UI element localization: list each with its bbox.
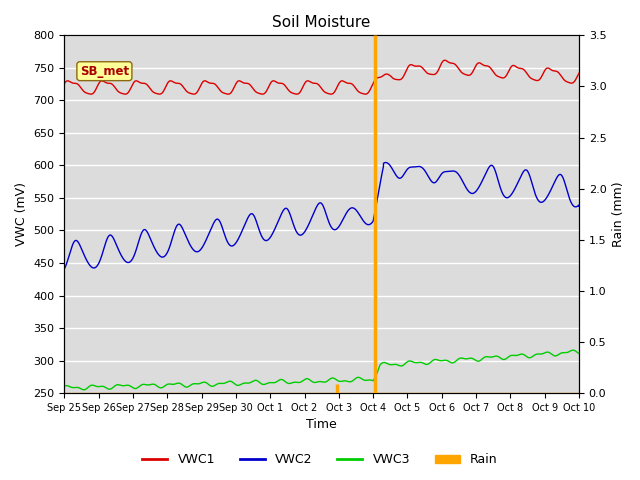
VWC1 [510,62,518,68]
VWC1 [565,80,573,85]
Y-axis label: VWC (mV): VWC (mV) [15,182,28,246]
VWC1 [258,91,266,97]
X-axis label: Time: Time [307,419,337,432]
VWC3 [120,383,127,389]
VWC1 [575,71,583,76]
VWC3 [258,381,266,387]
VWC3 [510,352,518,358]
Y-axis label: Rain (mm): Rain (mm) [612,181,625,247]
VWC2 [510,188,518,194]
VWC2 [382,160,390,166]
VWC1 [441,57,449,63]
VWC1 [87,91,95,97]
VWC2 [565,194,573,200]
VWC3 [569,347,577,353]
VWC2 [61,266,68,272]
Line: VWC1: VWC1 [65,60,579,94]
VWC2 [119,255,127,261]
VWC2 [280,206,288,212]
VWC1 [120,91,127,96]
VWC1 [280,82,288,87]
Legend: VWC1, VWC2, VWC3, Rain: VWC1, VWC2, VWC3, Rain [138,448,502,471]
VWC3 [61,384,68,389]
VWC3 [150,381,157,387]
VWC3 [565,349,573,355]
VWC3 [575,351,583,357]
Text: SB_met: SB_met [80,65,129,78]
VWC2 [258,233,266,239]
VWC1 [150,89,157,95]
VWC1 [61,81,68,86]
VWC2 [575,204,583,209]
Line: VWC2: VWC2 [65,163,579,269]
VWC3 [280,378,288,384]
VWC3 [80,387,88,393]
VWC2 [150,243,157,249]
Title: Soil Moisture: Soil Moisture [273,15,371,30]
Line: VWC3: VWC3 [65,350,579,390]
